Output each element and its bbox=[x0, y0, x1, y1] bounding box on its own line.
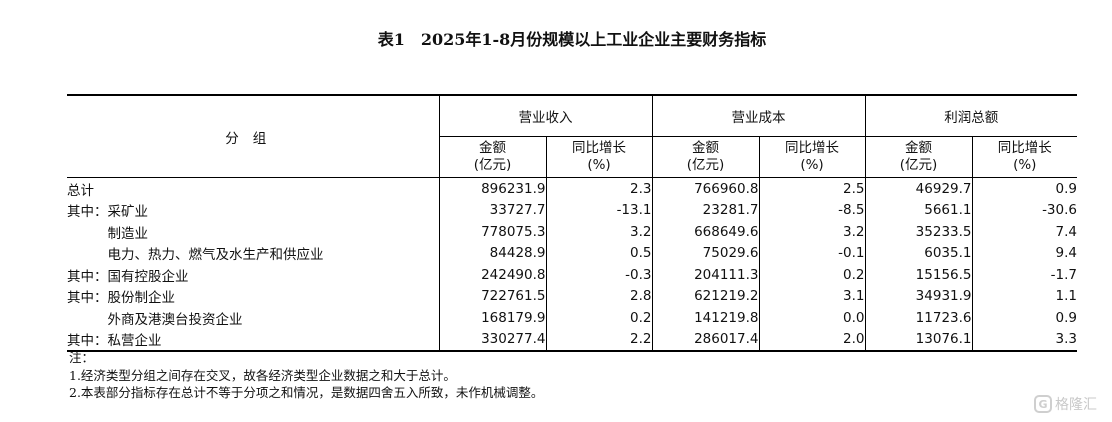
profit-growth: 0.9 bbox=[1055, 309, 1077, 326]
profit-growth: 1.1 bbox=[1055, 288, 1077, 305]
profit-growth: 7.4 bbox=[1055, 223, 1077, 240]
revenue-amount: 330277.4 bbox=[439, 328, 547, 352]
revenue-amount: 242490.8 bbox=[439, 264, 547, 286]
row-category: 其中：私营企业 bbox=[67, 328, 440, 352]
metric-header-revenue: 营业收入 bbox=[439, 95, 653, 137]
amount-header: 金额 (亿元) bbox=[865, 136, 973, 178]
table-row: 其中：采矿业 33727.7 -13.1 23281.7 -8.5 5661.1… bbox=[67, 199, 1077, 221]
row-category: 总计 bbox=[67, 177, 440, 200]
revenue-growth: 2.8 bbox=[546, 285, 653, 307]
notes-heading: 注： bbox=[69, 350, 95, 365]
profit-growth: 3.3 bbox=[972, 328, 1077, 352]
group-header: 分组 bbox=[67, 95, 440, 178]
revenue-growth: -0.3 bbox=[546, 264, 653, 286]
profit-amount: 46929.7 bbox=[865, 177, 973, 200]
row-category: 其中：股份制企业 bbox=[67, 285, 440, 307]
profit-growth: 9.4 bbox=[1055, 245, 1077, 262]
revenue-growth: -13.1 bbox=[546, 199, 653, 221]
cost-amount: 141219.8 bbox=[652, 307, 760, 329]
row-category: 其中：采矿业 bbox=[67, 199, 440, 221]
cost-growth: 2.5 bbox=[759, 177, 866, 200]
metric-header-profit: 利润总额 bbox=[865, 95, 1077, 137]
revenue-amount: 84428.9 bbox=[439, 242, 547, 264]
profit-growth: -1.7 bbox=[1050, 266, 1077, 283]
table-row: 外商及港澳台投资企业 168179.9 0.2 141219.8 0.0 117… bbox=[67, 307, 1077, 329]
cost-growth: 3.1 bbox=[759, 285, 866, 307]
cost-growth: 0.2 bbox=[759, 264, 866, 286]
profit-amount: 35233.5 bbox=[865, 221, 973, 243]
profit-growth: -30.6 bbox=[1042, 202, 1077, 219]
cost-amount: 75029.6 bbox=[652, 242, 760, 264]
growth-header: 同比增长 (%) bbox=[972, 136, 1077, 178]
amount-header: 金额 (亿元) bbox=[652, 136, 760, 178]
row-category: 外商及港澳台投资企业 bbox=[67, 307, 440, 329]
note-item: 1.经济类型分组之间存在交叉，故各经济类型企业数据之和大于总计。 bbox=[69, 367, 456, 383]
profit-amount: 5661.1 bbox=[865, 199, 973, 221]
table-row: 其中：国有控股企业 242490.8 -0.3 204111.3 0.2 151… bbox=[67, 264, 1077, 286]
table-row: 总计 896231.9 2.3 766960.8 2.5 46929.7 0.9 bbox=[67, 177, 1077, 200]
cost-amount: 204111.3 bbox=[652, 264, 760, 286]
cost-growth: 2.0 bbox=[759, 328, 866, 352]
table-row: 其中：股份制企业 722761.5 2.8 621219.2 3.1 34931… bbox=[67, 285, 1077, 307]
revenue-growth: 2.2 bbox=[546, 328, 653, 352]
revenue-growth: 0.5 bbox=[546, 242, 653, 264]
cost-growth: 0.0 bbox=[759, 307, 866, 329]
growth-header: 同比增长 (%) bbox=[759, 136, 866, 178]
profit-growth: 0.9 bbox=[1055, 180, 1077, 197]
financial-indicators-table: 分组 营业收入 营业成本 利润总额 金额 (亿元) 同比增长 (%) 金额 (亿元) … bbox=[67, 94, 1077, 352]
watermark: G 格隆汇 bbox=[1034, 394, 1097, 414]
revenue-growth: 2.3 bbox=[546, 177, 653, 200]
cost-amount: 668649.6 bbox=[652, 221, 760, 243]
revenue-growth: 3.2 bbox=[546, 221, 653, 243]
profit-amount: 34931.9 bbox=[865, 285, 973, 307]
amount-header: 金额 (亿元) bbox=[439, 136, 547, 178]
profit-amount: 11723.6 bbox=[865, 307, 973, 329]
table-row: 其中：私营企业 330277.4 2.2 286017.4 2.0 13076.… bbox=[67, 328, 1077, 352]
cost-growth: -0.1 bbox=[759, 242, 866, 264]
row-category: 其中：国有控股企业 bbox=[67, 264, 440, 286]
gelonghui-logo-icon: G bbox=[1034, 395, 1052, 413]
cost-amount: 766960.8 bbox=[652, 177, 760, 200]
cost-growth: 3.2 bbox=[759, 221, 866, 243]
table-notes: 注： 1.经济类型分组之间存在交叉，故各经济类型企业数据之和大于总计。 2.本表… bbox=[69, 349, 543, 402]
note-item: 2.本表部分指标存在总计不等于分项之和情况，是数据四舍五入所致，未作机械调整。 bbox=[69, 385, 544, 400]
row-category: 电力、热力、燃气及水生产和供应业 bbox=[67, 242, 440, 264]
profit-amount: 6035.1 bbox=[865, 242, 973, 264]
cost-growth: -8.5 bbox=[759, 199, 866, 221]
revenue-amount: 778075.3 bbox=[439, 221, 547, 243]
revenue-amount: 168179.9 bbox=[439, 307, 547, 329]
table-title: 表1 2025年1-8月份规模以上工业企业主要财务指标 bbox=[377, 30, 767, 49]
profit-amount: 15156.5 bbox=[865, 264, 973, 286]
revenue-amount: 722761.5 bbox=[439, 285, 547, 307]
revenue-growth: 0.2 bbox=[546, 307, 653, 329]
table-row: 电力、热力、燃气及水生产和供应业 84428.9 0.5 75029.6 -0.… bbox=[67, 242, 1077, 264]
table-row: 制造业 778075.3 3.2 668649.6 3.2 35233.5 7.… bbox=[67, 221, 1077, 243]
revenue-amount: 33727.7 bbox=[439, 199, 547, 221]
growth-header: 同比增长 (%) bbox=[546, 136, 653, 178]
revenue-amount: 896231.9 bbox=[439, 177, 547, 200]
metric-header-cost: 营业成本 bbox=[652, 95, 866, 137]
cost-amount: 621219.2 bbox=[652, 285, 760, 307]
profit-amount: 13076.1 bbox=[865, 328, 973, 352]
cost-amount: 286017.4 bbox=[652, 328, 760, 352]
row-category: 制造业 bbox=[67, 221, 440, 243]
watermark-text: 格隆汇 bbox=[1055, 397, 1097, 413]
cost-amount: 23281.7 bbox=[652, 199, 760, 221]
